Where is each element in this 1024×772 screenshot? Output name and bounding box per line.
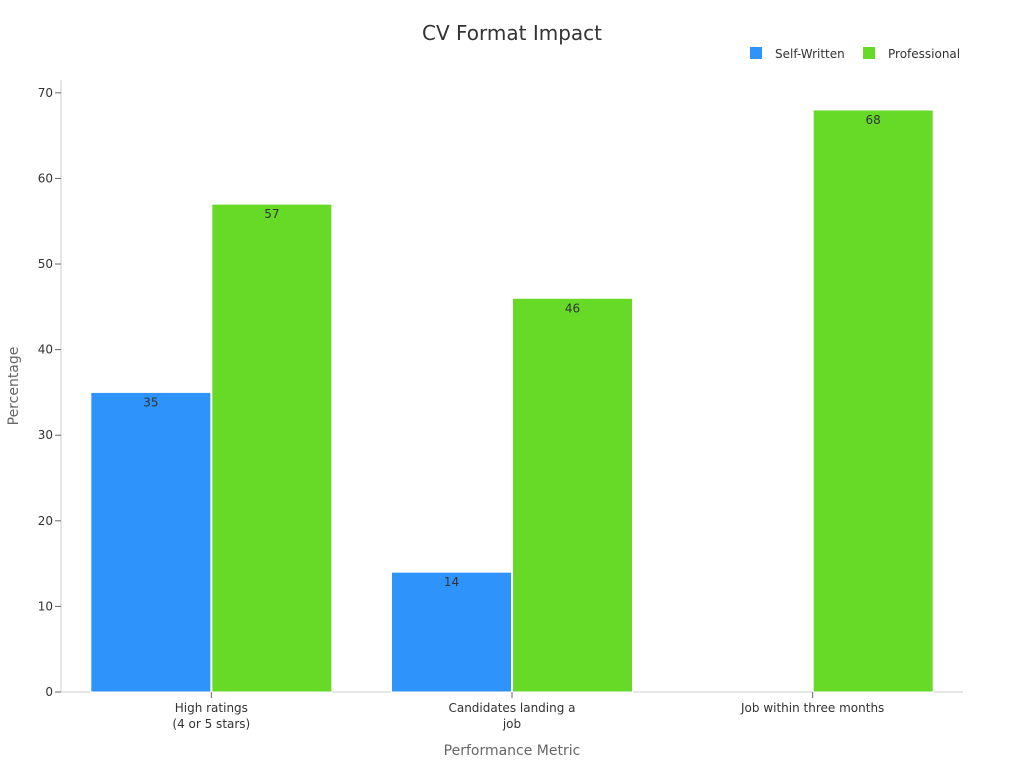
- legend-label-professional: Professional: [888, 47, 960, 61]
- data-label-professional: 46: [565, 301, 580, 315]
- data-label-professional: 57: [264, 207, 279, 221]
- y-tick-label: 30: [38, 428, 53, 442]
- x-tick-label: High ratings: [175, 701, 248, 715]
- bar-professional: [812, 109, 934, 693]
- y-tick-label: 40: [38, 343, 53, 357]
- bar-professional: [211, 203, 333, 693]
- chart-title: CV Format Impact: [422, 21, 602, 45]
- x-tick-label: job: [502, 717, 521, 731]
- x-tick-label: (4 or 5 stars): [172, 717, 250, 731]
- x-tick-label: Job within three months: [740, 701, 884, 715]
- legend-swatch-self-written: [750, 47, 762, 59]
- y-tick-label: 50: [38, 257, 53, 271]
- y-axis-label: Percentage: [6, 347, 22, 426]
- legend-label-self-written: Self-Written: [775, 47, 845, 61]
- plot-area: 0 10 20 30 40 50 60 70 35 57 High ratings (4 or 5 s…: [38, 80, 963, 731]
- x-tick-label: Candidates landing a: [448, 701, 575, 715]
- data-label-self-written: 35: [143, 395, 158, 409]
- y-tick-label: 70: [38, 86, 53, 100]
- bar-professional: [512, 297, 633, 693]
- y-tick-label: 60: [38, 171, 53, 185]
- bar-self-written: [391, 571, 512, 693]
- legend-swatch-professional: [863, 47, 875, 59]
- data-label-professional: 68: [866, 113, 881, 127]
- y-tick-label: 20: [38, 514, 53, 528]
- bar-self-written: [90, 391, 212, 693]
- legend: Self-Written Professional: [750, 47, 960, 61]
- y-tick-label: 0: [45, 685, 53, 699]
- data-label-self-written: 14: [444, 575, 459, 589]
- x-axis-label: Performance Metric: [444, 743, 581, 759]
- y-tick-label: 10: [38, 599, 53, 613]
